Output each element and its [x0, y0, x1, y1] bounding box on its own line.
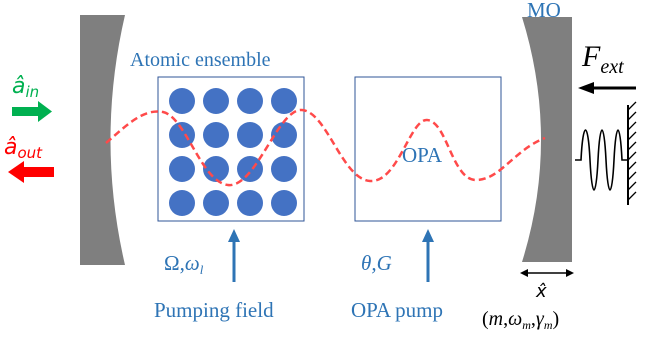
atom: [169, 156, 195, 182]
external-force-arrow: [578, 82, 636, 94]
displacement-arrow: [520, 269, 574, 277]
atom: [237, 122, 263, 148]
pumping-field-label: Pumping field: [154, 298, 274, 322]
f-ext-label: Fext: [581, 40, 624, 78]
mo-label: MO: [527, 0, 561, 22]
omega-omega-l-label: Ω,ωl: [164, 251, 204, 277]
output-arrow: [8, 161, 54, 183]
atom: [271, 122, 297, 148]
opa-pump-arrow: [422, 229, 434, 282]
atom: [271, 156, 297, 182]
atom: [169, 190, 195, 216]
wall-icon: [627, 101, 637, 205]
atom: [203, 88, 229, 114]
atomic-ensemble-label: Atomic ensemble: [130, 49, 271, 71]
opa-label: OPA: [402, 143, 443, 167]
atom: [237, 156, 263, 182]
left-mirror: [80, 15, 125, 265]
opa-box: [354, 76, 502, 222]
atom: [237, 88, 263, 114]
atomic-ensemble-box: [157, 76, 305, 222]
spring-icon: [575, 129, 628, 191]
x-hat-label: x̂: [535, 281, 547, 302]
atom: [203, 156, 229, 182]
a-out-label: âout: [4, 135, 43, 162]
atom: [203, 190, 229, 216]
atom: [203, 122, 229, 148]
pumping-field-arrow: [228, 229, 240, 282]
input-arrow: [12, 101, 52, 122]
theta-g-label: θ,G: [361, 251, 392, 275]
intracavity-field-wave: [105, 108, 546, 187]
atom: [271, 190, 297, 216]
atom: [237, 190, 263, 216]
atom: [169, 122, 195, 148]
mo-parameters-label: (m,ωm,γm): [482, 308, 559, 332]
atom: [169, 88, 195, 114]
atom: [271, 88, 297, 114]
a-in-label: âin: [12, 74, 39, 101]
atoms-grid: [169, 88, 297, 216]
right-mirror-mo: [522, 17, 572, 262]
opa-pump-label: OPA pump: [351, 298, 443, 322]
